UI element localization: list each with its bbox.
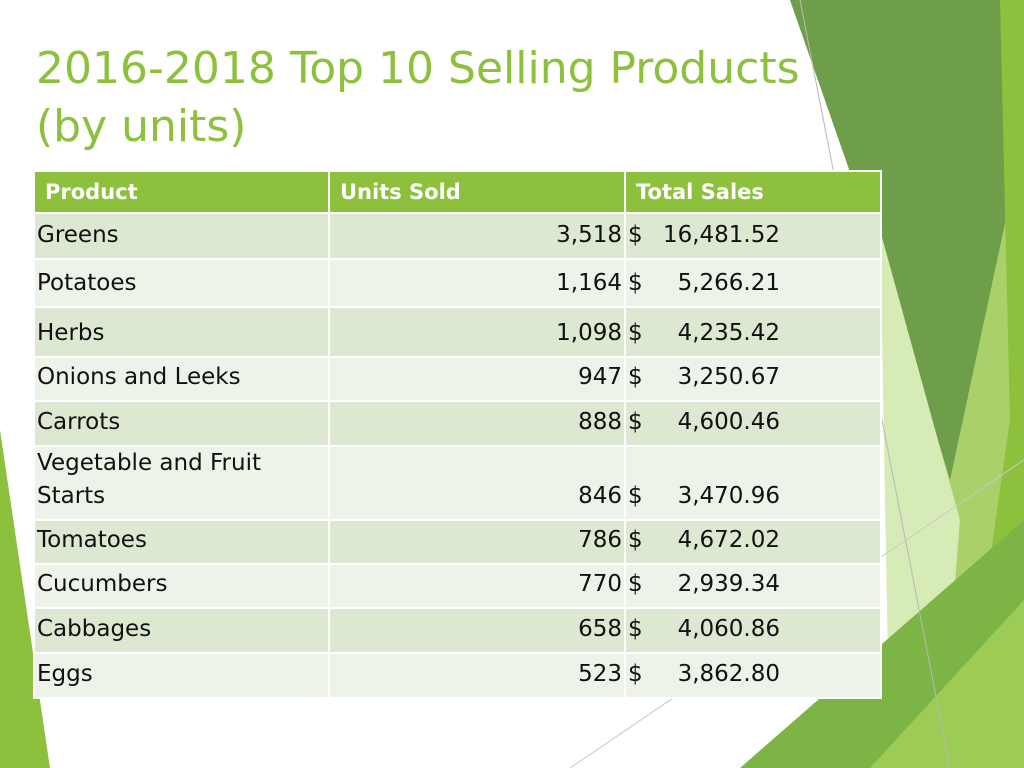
sales-cell: $3,862.80 — [624, 652, 882, 699]
product-cell: Greens — [33, 212, 330, 260]
units-cell: 947 — [328, 356, 626, 402]
currency-symbol: $ — [628, 571, 643, 597]
sales-amount: 4,060.86 — [677, 616, 780, 642]
sales-cell: $5,266.21 — [624, 258, 882, 308]
units-cell: 786 — [328, 519, 626, 565]
sales-amount: 3,250.67 — [677, 364, 780, 390]
header-product: Product — [33, 170, 330, 214]
sales-cell: $3,250.67 — [624, 356, 882, 402]
sales-amount: 5,266.21 — [677, 270, 780, 296]
product-cell: Potatoes — [33, 258, 330, 308]
slide-title-line-1: 2016-2018 Top 10 Selling Products — [36, 43, 800, 94]
sales-amount: 16,481.52 — [662, 222, 780, 248]
currency-symbol: $ — [628, 364, 643, 390]
currency-symbol: $ — [628, 409, 643, 435]
table-row: Eggs 523 $3,862.80 — [33, 652, 882, 699]
sales-cell: $4,600.46 — [624, 400, 882, 447]
header-units-sold: Units Sold — [328, 170, 626, 214]
table-row: Tomatoes 786 $4,672.02 — [33, 519, 882, 565]
sales-cell: $4,672.02 — [624, 519, 882, 565]
currency-symbol: $ — [628, 320, 643, 346]
currency-symbol: $ — [628, 270, 643, 296]
sales-amount: 4,600.46 — [677, 409, 780, 435]
slide-title: 2016-2018 Top 10 Selling Products (by un… — [36, 40, 836, 156]
units-cell: 523 — [328, 652, 626, 699]
sales-cell: $16,481.52 — [624, 212, 882, 260]
currency-symbol: $ — [628, 527, 643, 553]
bottom-right-accent-shape — [870, 600, 1024, 768]
sales-cell: $3,470.96 — [624, 445, 882, 521]
table-row: Vegetable and Fruit Starts 846 $3,470.96 — [33, 445, 882, 521]
product-cell: Herbs — [33, 306, 330, 358]
currency-symbol: $ — [628, 661, 643, 687]
table-row: Cucumbers 770 $2,939.34 — [33, 563, 882, 609]
sales-cell: $4,060.86 — [624, 607, 882, 654]
product-cell: Tomatoes — [33, 519, 330, 565]
sales-amount: 4,235.42 — [677, 320, 780, 346]
currency-symbol: $ — [628, 483, 643, 509]
product-cell: Cabbages — [33, 607, 330, 654]
sales-amount: 2,939.34 — [677, 571, 780, 597]
table-row: Onions and Leeks 947 $3,250.67 — [33, 356, 882, 402]
table-row: Greens 3,518 $16,481.52 — [33, 212, 882, 260]
table-row: Carrots 888 $4,600.46 — [33, 400, 882, 447]
product-cell: Eggs — [33, 652, 330, 699]
slide-title-line-2: (by units) — [36, 101, 247, 152]
sales-cell: $2,939.34 — [624, 563, 882, 609]
units-cell: 3,518 — [328, 212, 626, 260]
sales-cell: $4,235.42 — [624, 306, 882, 358]
currency-symbol: $ — [628, 222, 643, 248]
units-cell: 888 — [328, 400, 626, 447]
table-row: Herbs 1,098 $4,235.42 — [33, 306, 882, 358]
sales-table: Product Units Sold Total Sales Greens 3,… — [33, 170, 882, 699]
units-cell: 1,164 — [328, 258, 626, 308]
units-cell: 846 — [328, 445, 626, 521]
sales-amount: 4,672.02 — [677, 527, 780, 553]
table-row: Potatoes 1,164 $5,266.21 — [33, 258, 882, 308]
product-cell: Cucumbers — [33, 563, 330, 609]
units-cell: 770 — [328, 563, 626, 609]
table-header-row: Product Units Sold Total Sales — [33, 170, 882, 214]
header-total-sales: Total Sales — [624, 170, 882, 214]
right-dark-shape — [790, 0, 1010, 480]
product-cell: Carrots — [33, 400, 330, 447]
currency-symbol: $ — [628, 616, 643, 642]
sales-amount: 3,470.96 — [677, 483, 780, 509]
product-cell: Vegetable and Fruit Starts — [33, 445, 330, 521]
sales-amount: 3,862.80 — [677, 661, 780, 687]
units-cell: 658 — [328, 607, 626, 654]
product-cell: Onions and Leeks — [33, 356, 330, 402]
units-cell: 1,098 — [328, 306, 626, 358]
table-row: Cabbages 658 $4,060.86 — [33, 607, 882, 654]
